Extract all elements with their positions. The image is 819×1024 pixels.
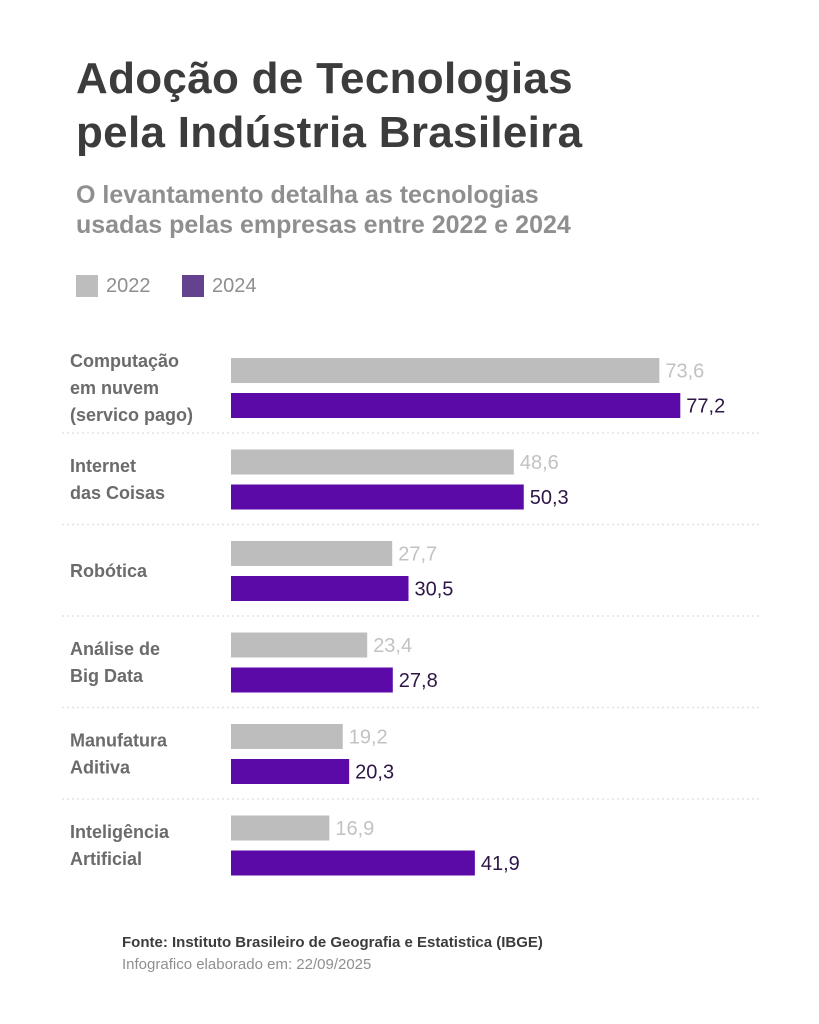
- legend-label-2024: 2024: [212, 275, 257, 297]
- bar-2024: [231, 759, 350, 784]
- subtitle-line-2: usadas pelas empresas entre 2022 e 2024: [76, 211, 571, 239]
- value-label-2022: 16,9: [335, 818, 374, 840]
- bar-2024: [231, 850, 475, 876]
- value-label-2022: 23,4: [373, 635, 412, 657]
- category-label: Manufatura: [70, 731, 168, 751]
- source-text: Fonte: Instituto Brasileiro de Geografia…: [122, 934, 543, 951]
- category-label: Artificial: [70, 849, 142, 869]
- bar-chart: Computação em nuvem (servico pago) 73,6 77,2…: [62, 351, 760, 876]
- value-label-2022: 48,6: [520, 452, 559, 474]
- chart-title: Adoção de Tecnologias pela Indústria Bra…: [76, 52, 796, 160]
- bar-2024: [231, 484, 524, 510]
- chart-subtitle: O levantamento detalha as tecnologias us…: [76, 180, 796, 240]
- category-label: Análise de: [70, 639, 160, 659]
- date-value: 22/09/2025: [296, 956, 372, 973]
- bar-2022: [231, 449, 514, 475]
- category-label: Internet: [70, 456, 136, 476]
- bar-2024: [231, 393, 681, 418]
- category-label: (servico pago): [70, 405, 193, 425]
- bar-2022: [231, 632, 368, 658]
- bar-2022: [231, 724, 343, 749]
- legend-swatch-2024: [182, 275, 204, 297]
- category-label: Inteligência: [70, 822, 170, 842]
- title-line-1: Adoção de Tecnologias: [76, 54, 573, 103]
- bar-2024: [231, 667, 393, 693]
- value-label-2024: 41,9: [481, 853, 520, 875]
- value-label-2024: 20,3: [355, 762, 394, 784]
- legend-swatch-2022: [76, 275, 98, 297]
- date-line: Infografico elaborado em: 22/09/2025: [122, 954, 772, 976]
- category-label: Aditiva: [70, 758, 131, 778]
- value-label-2024: 77,2: [686, 396, 725, 418]
- category-label: Big Data: [70, 666, 144, 686]
- value-label-2022: 27,7: [398, 544, 437, 566]
- legend-item-2022: 2022: [76, 271, 151, 301]
- title-line-2: pela Indústria Brasileira: [76, 108, 583, 157]
- value-label-2024: 30,5: [415, 579, 454, 601]
- category-label: Computação: [70, 351, 179, 371]
- footer: Fonte: Instituto Brasileiro de Geografia…: [122, 932, 772, 976]
- category-label: Robótica: [70, 561, 148, 581]
- legend-label-2022: 2022: [106, 275, 151, 297]
- bar-2022: [231, 815, 330, 841]
- date-label: Infografico elaborado em:: [122, 956, 293, 973]
- bar-2024: [231, 576, 409, 601]
- value-label-2024: 27,8: [399, 670, 438, 692]
- legend-item-2024: 2024: [182, 271, 257, 301]
- bar-2022: [231, 541, 393, 566]
- value-label-2022: 73,6: [665, 361, 704, 383]
- subtitle-line-1: O levantamento detalha as tecnologias: [76, 181, 539, 209]
- value-label-2022: 19,2: [349, 727, 388, 749]
- category-label: em nuvem: [70, 378, 159, 398]
- bar-2022: [231, 358, 660, 383]
- value-label-2024: 50,3: [530, 487, 569, 509]
- category-label: das Coisas: [70, 483, 165, 503]
